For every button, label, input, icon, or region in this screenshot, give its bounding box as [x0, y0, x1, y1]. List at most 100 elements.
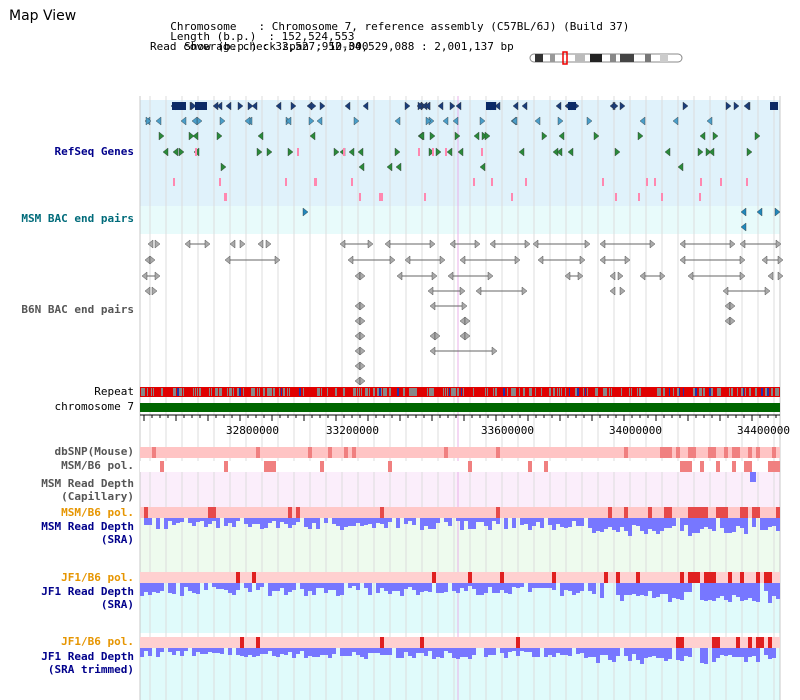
- heat-cell: [328, 507, 332, 518]
- heat-cell: [248, 507, 252, 518]
- heat-cell: [644, 507, 648, 518]
- heat-cell: [624, 447, 628, 458]
- depth-bar: [720, 648, 724, 655]
- msm-bac-glyphs[interactable]: [302, 207, 781, 232]
- depth-bar: [364, 648, 368, 659]
- depth-bar: [744, 648, 748, 662]
- repeat-mark: [575, 388, 577, 396]
- heat-cell: [532, 507, 536, 518]
- track-label-msm-depth-capillary[interactable]: MSM Read Depth: [41, 477, 134, 490]
- depth-bar: [412, 518, 416, 525]
- depth-bar: [756, 648, 760, 662]
- depth-bar: [764, 648, 768, 655]
- repeat-mark: [181, 388, 182, 396]
- heat-cell: [548, 447, 552, 458]
- heat-cell: [236, 637, 240, 648]
- heat-cell: [172, 637, 176, 648]
- depth-bar: [196, 518, 200, 522]
- track-label-msm-b6-pol[interactable]: MSM/B6 pol.: [61, 459, 134, 472]
- track-label-msm-depth-sra[interactable]: MSM Read Depth: [41, 520, 134, 533]
- repeat-mark: [745, 388, 746, 396]
- chromosome-info-row: Chromosome: Chromosome 7, reference asse…: [157, 12, 629, 32]
- heat-cell: [208, 447, 212, 458]
- heat-cell: [400, 461, 404, 472]
- heat-cell: [536, 461, 540, 472]
- heat-cell: [288, 572, 292, 583]
- heat-tracks[interactable]: [140, 447, 780, 648]
- heat-cell: [592, 447, 596, 458]
- track-label-jf1-depth-trimmed[interactable]: JF1 Read Depth: [41, 650, 134, 663]
- heat-cell: [268, 637, 272, 648]
- heat-cell: [180, 447, 184, 458]
- track-label-dbsnp[interactable]: dbSNP(Mouse): [54, 445, 134, 458]
- heat-cell: [644, 637, 648, 648]
- track-label-msm-bac[interactable]: MSM BAC end pairs: [21, 212, 134, 225]
- track-label-jf1-depth-sra[interactable]: JF1 Read Depth: [41, 585, 134, 598]
- heat-cell: [272, 507, 276, 518]
- depth-bar: [404, 518, 408, 524]
- depth-bar: [576, 518, 580, 526]
- chromosome-bar[interactable]: [140, 403, 780, 412]
- depth-bar: [284, 518, 288, 524]
- heat-cell: [752, 507, 756, 518]
- snp-tick: [646, 178, 648, 186]
- heat-cell: [564, 572, 568, 583]
- snp-tick: [379, 193, 381, 201]
- heat-cell: [444, 572, 448, 583]
- depth-bar: [272, 648, 276, 656]
- heat-cell: [612, 461, 616, 472]
- depth-bar: [520, 648, 524, 651]
- heat-cell: [748, 507, 752, 518]
- heat-cell: [476, 507, 480, 518]
- heat-cell: [184, 637, 188, 648]
- heat-cell: [652, 461, 656, 472]
- track-label-chromosome: chromosome 7: [54, 400, 134, 413]
- depth-bar: [184, 583, 188, 587]
- chromosome-ideogram[interactable]: [529, 51, 683, 65]
- heat-cell: [584, 572, 588, 583]
- depth-bar: [140, 648, 144, 657]
- gene-glyph: [767, 271, 774, 281]
- track-label-jf1-b6-pol-2[interactable]: JF1/B6 pol.: [61, 635, 134, 648]
- heat-cell: [580, 447, 584, 458]
- depth-bar: [252, 648, 256, 657]
- heat-cell: [680, 637, 684, 648]
- depth-bar: [660, 518, 664, 531]
- depth-tracks[interactable]: [140, 472, 780, 664]
- depth-bar: [496, 583, 500, 593]
- heat-cell: [368, 637, 372, 648]
- heat-cell: [772, 507, 776, 518]
- heat-cell: [392, 507, 396, 518]
- track-label-jf1-b6-pol[interactable]: JF1/B6 pol.: [61, 571, 134, 584]
- gene-glyph: [617, 271, 624, 281]
- depth-bar: [544, 583, 548, 588]
- depth-bar: [612, 648, 616, 662]
- repeat-track[interactable]: [140, 387, 780, 397]
- b6n-bac-glyphs[interactable]: [141, 239, 784, 386]
- repeat-mark: [259, 388, 260, 396]
- track-label-b6n-bac[interactable]: B6N BAC end pairs: [21, 303, 134, 316]
- refseq-gene-glyphs[interactable]: [144, 101, 778, 201]
- repeat-mark: [743, 388, 744, 396]
- heat-cell: [412, 447, 416, 458]
- repeat-mark: [353, 388, 355, 396]
- track-label-refseq[interactable]: RefSeq Genes: [54, 145, 134, 158]
- heat-cell: [460, 637, 464, 648]
- heat-cell: [148, 507, 152, 518]
- heat-cell: [740, 637, 744, 648]
- heat-cell: [336, 572, 340, 583]
- gene-glyph: [777, 255, 784, 265]
- track-label-msm-b6-pol-2[interactable]: MSM/B6 pol.: [61, 506, 134, 519]
- depth-bar: [168, 583, 172, 593]
- heat-cell: [204, 507, 208, 518]
- depth-bar: [340, 518, 344, 530]
- heat-cell: [596, 572, 600, 583]
- heat-cell: [316, 507, 320, 518]
- depth-bar: [156, 518, 160, 529]
- heat-cell: [204, 572, 208, 583]
- heat-cell: [656, 461, 660, 472]
- heat-cell: [708, 507, 712, 518]
- heat-cell: [464, 507, 468, 518]
- heat-cell: [416, 637, 420, 648]
